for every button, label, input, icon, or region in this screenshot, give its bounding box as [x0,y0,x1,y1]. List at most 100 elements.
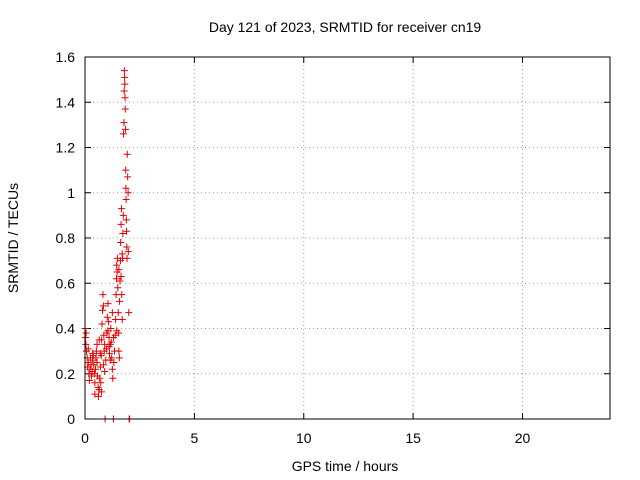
data-point [106,356,114,364]
data-point [122,166,130,174]
data-point [113,261,121,269]
data-point [105,343,113,351]
data-point [109,334,117,342]
data-point [84,345,92,353]
data-point [99,306,106,314]
axis-ticks [84,56,610,420]
y-tick-label: 0.8 [56,230,76,246]
data-point [93,358,101,366]
data-point [120,87,128,95]
data-point [97,388,105,396]
data-point [124,189,132,197]
data-point [95,336,103,344]
data-point [105,318,113,326]
data-point [82,340,90,348]
data-point [121,125,129,133]
data-point [82,329,90,337]
data-point [113,327,121,335]
data-point [101,367,109,375]
y-tick-label: 0 [67,411,75,427]
data-point [98,320,106,328]
y-tick-label: 1.2 [56,140,76,156]
data-point [121,73,129,81]
data-point [122,196,130,204]
data-point [92,365,99,373]
data-point [96,374,104,382]
x-tick-labels: 0 5 10 15 20 [81,430,530,446]
data-point [108,365,116,373]
data-point [96,349,104,357]
data-point [117,220,125,228]
y-tick-label: 1 [67,185,75,201]
data-point [89,349,97,357]
data-point [115,266,123,274]
data-point [118,315,126,323]
y-tick-label: 1.6 [56,49,76,65]
y-tick-label: 0.6 [56,275,76,291]
data-point [115,354,123,362]
data-point [116,277,124,285]
data-point [106,349,113,357]
data-point [124,248,132,256]
data-point [123,254,131,262]
data-point [103,313,111,321]
data-point [118,205,126,213]
y-tick-label: 1.4 [56,94,76,110]
x-tick-label: 20 [515,430,531,446]
x-axis-label: GPS time / hours [292,458,399,474]
y-tick-labels: 0 0.2 0.4 0.6 0.8 1 1.2 1.4 1.6 [56,49,76,427]
data-point [119,211,127,219]
data-point [92,354,100,362]
chart-title: Day 121 of 2023, SRMTID for receiver cn1… [209,19,482,35]
data-point [97,379,105,387]
data-point [121,94,129,102]
y-axis-label: SRMTID / TECUs [5,183,21,293]
data-point [110,358,118,366]
x-tick-label: 5 [190,430,198,446]
data-point [117,272,125,280]
data-point [100,361,108,369]
data-point [120,67,128,75]
data-point [124,173,132,181]
data-point [122,184,130,192]
data-point [99,302,107,310]
data-point [85,377,93,385]
data-point [104,300,112,308]
data-point [107,338,115,346]
data-point [109,374,117,382]
data-points [81,67,134,423]
y-tick-label: 0.2 [56,366,76,382]
data-point [91,390,99,398]
y-tick-label: 0.4 [56,321,76,337]
data-point [95,392,103,400]
data-point [123,227,131,235]
x-tick-label: 10 [296,430,312,446]
data-point [104,327,112,335]
x-tick-label: 15 [405,430,421,446]
data-point [99,291,107,299]
data-point [114,284,122,292]
grid-lines [85,57,610,419]
data-point [91,379,99,387]
data-point [125,309,133,317]
data-point [120,119,128,127]
data-point [112,315,120,323]
data-point [114,309,122,317]
data-point [121,80,129,88]
data-point [118,250,126,258]
data-point [123,150,131,158]
data-point [116,297,124,305]
data-point [122,216,130,224]
data-point [123,243,131,251]
data-point [108,309,116,317]
x-tick-label: 0 [81,430,89,446]
data-point [117,239,125,247]
plot-frame [84,56,611,420]
data-point [115,347,123,355]
data-point [118,291,126,299]
data-point [121,105,129,113]
data-point [119,229,127,237]
data-point [92,347,100,355]
data-point [120,130,127,138]
